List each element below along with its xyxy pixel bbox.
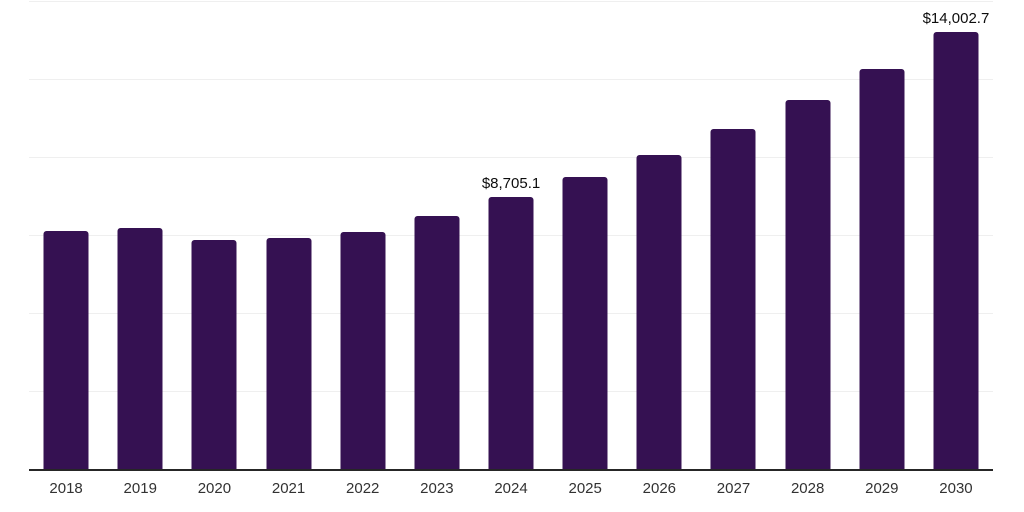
x-tick-2029: 2029 <box>865 480 899 497</box>
x-tick-2026: 2026 <box>642 480 677 497</box>
bar-slot <box>326 1 400 469</box>
x-tick-2021: 2021 <box>271 480 306 497</box>
bar-2023[interactable] <box>414 216 460 469</box>
x-tick-2030: 2030 <box>939 480 973 497</box>
x-tick-2018: 2018 <box>49 480 83 497</box>
x-tick-2023: 2023 <box>420 480 454 497</box>
plot-area: $8,705.1 $14,002.7 <box>29 1 993 471</box>
bar-slot <box>29 1 103 469</box>
gridline <box>29 78 993 80</box>
x-axis-labels: 2018 2019 2020 2021 2022 2023 2024 2025 2026 2027… <box>29 479 993 499</box>
bar-slot <box>103 1 177 469</box>
bar-slot <box>548 1 622 469</box>
bar-2026[interactable] <box>636 154 682 469</box>
x-tick-2024: 2024 <box>494 480 528 497</box>
bar-slot: $14,002.7 <box>919 1 993 469</box>
bar-slot <box>177 1 251 469</box>
bar-slot <box>251 1 325 469</box>
bar-2019[interactable] <box>117 227 163 469</box>
x-tick-2019: 2019 <box>123 480 157 497</box>
bar-slot <box>845 1 919 469</box>
x-tick-2028: 2028 <box>790 480 825 497</box>
x-tick-2027: 2027 <box>716 480 751 497</box>
gridline <box>29 1 993 2</box>
gridline <box>29 156 993 158</box>
bar-2022[interactable] <box>340 231 386 469</box>
bar-slot <box>622 1 696 469</box>
bar-2027[interactable] <box>710 128 756 469</box>
bar-slot <box>400 1 474 469</box>
bar-2028[interactable] <box>785 99 831 469</box>
data-label-2024: $8,705.1 <box>481 175 541 193</box>
bar-2025[interactable] <box>562 177 608 469</box>
bar-slot: $8,705.1 <box>474 1 548 469</box>
bar-2020[interactable] <box>191 239 237 469</box>
bar-slot <box>696 1 770 469</box>
x-tick-2025: 2025 <box>568 480 602 497</box>
bar-2029[interactable] <box>859 69 905 469</box>
bar-series: $8,705.1 $14,002.7 <box>29 1 993 469</box>
bar-2024[interactable] <box>488 197 534 469</box>
bar-2030[interactable] <box>933 32 979 469</box>
bar-slot <box>771 1 845 469</box>
bar-2021[interactable] <box>266 237 312 469</box>
data-label-2030: $14,002.7 <box>922 10 990 28</box>
x-tick-2022: 2022 <box>346 480 380 497</box>
x-tick-2020: 2020 <box>197 480 232 497</box>
bar-2018[interactable] <box>43 230 89 469</box>
